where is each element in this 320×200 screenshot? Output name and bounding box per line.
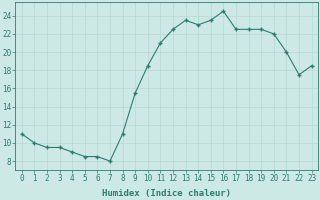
X-axis label: Humidex (Indice chaleur): Humidex (Indice chaleur): [102, 189, 231, 198]
